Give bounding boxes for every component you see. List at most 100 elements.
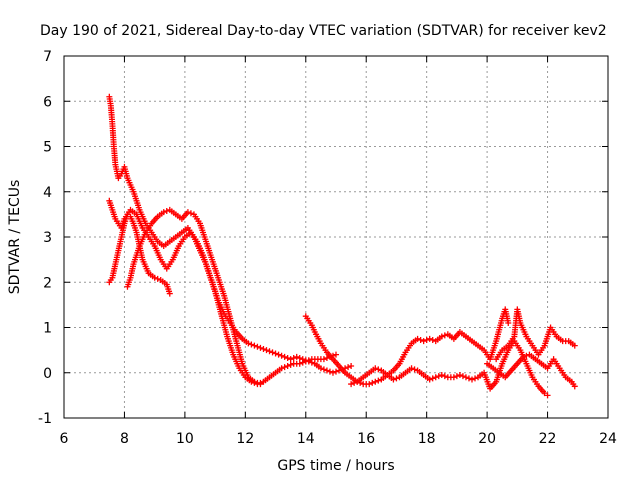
data-point-track-e [375,377,382,384]
x-axis-label: GPS time / hours [277,458,394,474]
data-point-track-g [571,342,578,349]
data-point-track-b [296,360,303,367]
data-point-track-f [456,372,463,379]
data-point-track-a [296,355,303,362]
data-point-track-b [281,364,288,371]
data-point-track-f [393,375,400,382]
data-point-track-f [541,390,548,397]
data-point-track-d [257,381,264,388]
x-tick-label: 16 [357,431,375,447]
data-point-track-f [462,374,469,381]
data-point-track-b [299,359,306,366]
data-point-track-e [441,332,448,339]
data-point-track-f [348,381,355,388]
data-point-track-c [166,290,173,297]
data-point-track-e [438,333,445,340]
data-point-track-f [450,374,457,381]
data-point-track-a [333,368,339,375]
x-tick-label: 10 [176,431,194,447]
data-point-track-a [293,353,300,360]
x-tick-label: 24 [599,431,617,447]
data-point-track-f [469,376,475,383]
data-point-track-f [441,373,448,380]
chart-title: Day 190 of 2021, Sidereal Day-to-day VTE… [40,23,607,39]
x-tick-label: 8 [120,431,129,447]
data-point-track-a [278,352,285,359]
y-tick-label: 2 [43,275,52,291]
data-point-track-a [245,340,252,347]
data-point-track-a [257,344,264,351]
data-point-track-f [459,373,466,380]
data-point-track-f [435,373,442,380]
data-point-track-b [278,365,285,372]
data-point-track-f [408,365,415,372]
data-point-track-f [438,372,445,379]
y-tick-label: 6 [43,94,52,110]
data-point-track-f [472,375,479,382]
data-point-track-a [266,348,273,355]
y-tick-label: 0 [43,366,52,382]
data-point-track-a [260,345,267,352]
data-point-track-e [505,319,512,326]
data-point-track-e [420,338,427,345]
data-point-track-f [453,373,460,380]
y-axis-label: SDTVAR / TECUs [7,180,23,295]
data-point-track-a [323,367,330,374]
data-point-track-f [411,366,418,373]
data-point-track-a [251,342,258,349]
data-point-track-a [284,355,291,362]
data-point-track-a [348,362,355,369]
data-point-track-b [284,362,291,369]
data-point-track-c [154,275,161,282]
data-point-track-e [417,336,424,343]
data-point-track-h [520,353,527,360]
data-point-track-f [372,365,379,372]
data-point-track-a [290,355,297,362]
data-point-track-a [326,368,333,375]
x-tick-label: 14 [297,431,315,447]
data-point-track-e [423,336,430,343]
data-point-track-f [544,392,551,399]
data-point-track-a [320,366,327,373]
data-point-track-d [254,379,261,386]
data-point-track-d [160,209,167,216]
y-tick-label: -1 [38,411,52,427]
x-tick-label: 20 [478,431,496,447]
data-point-track-f [429,375,436,382]
data-point-track-b [333,351,339,358]
data-point-track-f [426,376,433,383]
data-point-track-a [248,341,255,348]
data-point-track-d [163,207,170,214]
data-point-track-f [432,374,439,381]
data-point-track-a [269,349,276,356]
data-point-track-c [124,211,131,218]
data-point-track-d [187,210,194,217]
data-point-track-a [345,364,352,371]
y-tick-label: 1 [43,321,52,337]
data-point-track-b [305,357,312,364]
x-tick-label: 18 [418,431,436,447]
x-tick-label: 22 [539,431,557,447]
data-point-track-e [429,336,436,343]
data-point-track-a [281,353,288,360]
x-tick-labels: 6 8 10 12 14 16 18 20 22 24 [60,431,617,447]
axis-ticks [63,55,609,419]
data-point-track-f [375,366,382,373]
data-point-track-a [329,369,336,376]
data-point-track-e [366,381,373,388]
data-point-track-d [184,209,191,216]
data-point-track-e [414,335,421,342]
data-point-track-a [254,343,261,350]
data-point-track-f [351,379,358,386]
y-tick-label: 5 [43,140,52,156]
y-tick-label: 3 [43,230,52,246]
data-points [106,93,578,399]
data-point-track-f [465,375,472,382]
data-point-track-b [287,361,294,368]
data-point-track-a [275,351,282,358]
data-point-track-d [251,378,258,385]
data-point-track-a [317,365,324,372]
data-point-track-f [390,376,397,383]
data-point-track-b [320,356,327,363]
data-point-track-a [287,356,294,363]
